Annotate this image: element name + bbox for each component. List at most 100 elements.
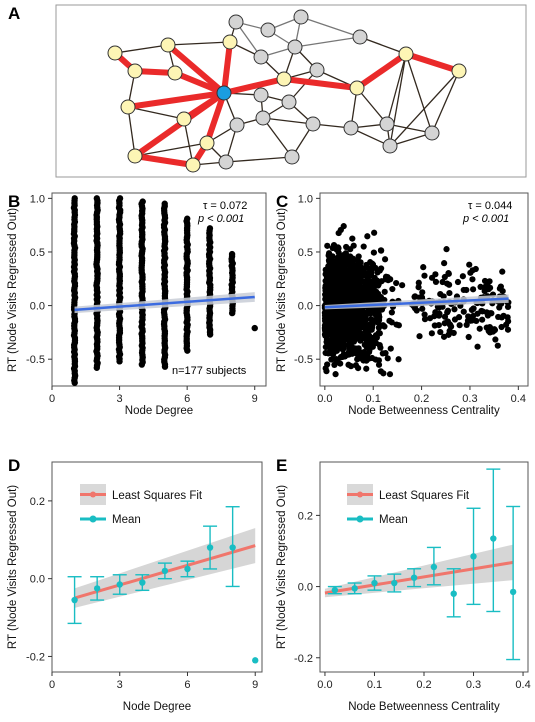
panel-b-ticks: 0 3 6 9 -0.5 0.0 0.5 1.0 — [26, 193, 258, 405]
network-node — [293, 9, 309, 25]
data-point — [71, 195, 78, 202]
network-neighbor-node — [120, 99, 136, 115]
y-tick-label: -0.2 — [26, 651, 45, 663]
data-point — [336, 290, 343, 297]
network-neighbor-node — [199, 135, 215, 151]
legend-mean-label: Mean — [379, 514, 408, 526]
y-tick-label: 0.0 — [298, 582, 313, 594]
network-edge — [114, 44, 169, 54]
data-point — [325, 324, 332, 331]
mean-point — [391, 579, 398, 587]
mean-point — [430, 563, 438, 571]
data-point — [469, 267, 476, 274]
network-node — [253, 49, 269, 65]
panel-e-legend: Least Squares Fit Mean — [347, 484, 470, 526]
network-edge — [431, 70, 460, 134]
network-neighbor-node — [349, 80, 365, 96]
data-point — [352, 324, 359, 331]
data-point — [334, 358, 341, 365]
y-tick-label: 0.0 — [298, 301, 313, 313]
data-point — [336, 261, 343, 268]
data-point — [366, 323, 373, 330]
panel-c-ticks: 0.0 0.1 0.2 0.3 0.4 -0.5 0.0 0.5 1.0 — [294, 193, 526, 405]
network-edge — [225, 156, 293, 163]
network-node — [281, 94, 297, 110]
data-point — [503, 321, 510, 328]
network-neighbor-node — [398, 46, 414, 62]
data-point — [368, 296, 375, 303]
data-point — [420, 264, 427, 271]
data-point — [373, 318, 380, 325]
data-point — [488, 310, 495, 317]
panel-d-legend: Least Squares Fit Mean — [80, 484, 203, 526]
x-tick-label: 3 — [117, 679, 123, 691]
data-point — [419, 305, 426, 312]
data-point — [251, 324, 258, 332]
data-point — [381, 323, 388, 330]
data-point — [432, 271, 439, 278]
network-edge — [359, 36, 407, 55]
data-point — [468, 317, 476, 324]
data-point — [184, 215, 191, 222]
data-point — [378, 265, 385, 272]
data-point — [206, 225, 214, 232]
data-point — [343, 243, 350, 251]
data-point — [435, 304, 443, 311]
data-point — [395, 356, 402, 363]
data-point — [324, 242, 331, 249]
mean-point — [252, 657, 259, 664]
panel-e-means-points — [327, 468, 521, 661]
panel-d-ylabel: RT (Node Visits Regressed Out) — [7, 485, 19, 649]
network-node — [255, 110, 271, 126]
legend-mean-label: Mean — [112, 514, 141, 526]
data-point — [339, 276, 346, 284]
legend-fit-key-dot — [90, 491, 96, 498]
network-edge — [356, 87, 388, 125]
mean-point — [116, 581, 123, 588]
data-point — [460, 308, 467, 315]
data-point — [465, 313, 472, 320]
data-point — [474, 343, 481, 350]
data-point — [161, 200, 168, 207]
data-point — [435, 322, 442, 329]
network-node — [309, 62, 325, 78]
network-neighbor-node — [160, 37, 176, 53]
mean-point — [71, 596, 78, 604]
data-point — [421, 311, 428, 318]
y-tick-label: 0.0 — [30, 301, 45, 313]
panel-c-scatter: 0.0 0.1 0.2 0.3 0.4 -0.5 0.0 0.5 1.0 τ = 0.044 p… — [276, 192, 529, 417]
mean-point — [331, 586, 339, 594]
mean-point — [371, 579, 378, 587]
mean-point — [229, 544, 236, 551]
x-tick-label: 9 — [252, 679, 258, 691]
data-point — [349, 261, 356, 269]
network-edge — [389, 70, 460, 147]
data-point — [469, 276, 476, 283]
fit-line — [324, 297, 509, 309]
data-point — [421, 272, 428, 279]
data-point — [360, 243, 367, 250]
panel-e-means: 0.0 0.1 0.2 0.3 0.4 -0.2 0.0 0.2 Least Squares … — [276, 461, 531, 713]
data-point — [327, 281, 334, 289]
network-edge — [294, 36, 361, 48]
x-tick-label: 0.2 — [414, 393, 429, 405]
network-node — [287, 39, 303, 55]
data-point — [481, 277, 489, 285]
data-point — [342, 335, 350, 343]
data-point — [363, 353, 370, 360]
data-point — [330, 341, 338, 348]
data-point — [371, 229, 378, 236]
mean-point — [470, 553, 477, 560]
data-point — [454, 278, 462, 286]
data-point — [355, 260, 362, 267]
data-point — [355, 317, 362, 324]
panel-e-ylabel: RT (Node Visits Regressed Out) — [276, 485, 288, 649]
y-tick-label: -0.2 — [294, 653, 313, 665]
network-neighbor-node — [167, 65, 183, 81]
data-point — [324, 339, 332, 346]
data-point — [351, 284, 358, 291]
data-point — [344, 351, 351, 358]
legend-fit-label: Least Squares Fit — [112, 490, 203, 502]
data-point — [361, 271, 368, 278]
data-point — [361, 289, 368, 296]
